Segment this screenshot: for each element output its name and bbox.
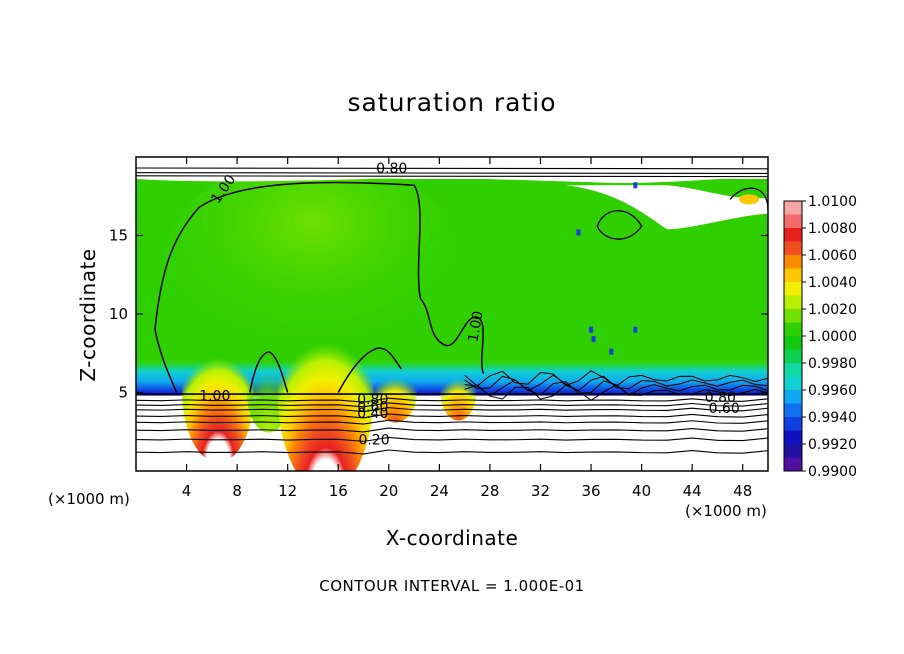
colorbar-swatch [784, 322, 802, 337]
x-tick-label: 20 [379, 482, 398, 500]
dry-streak [565, 185, 768, 230]
colorbar-swatch [784, 390, 802, 404]
colorbar-tick-label: 0.9980 [808, 356, 857, 372]
contour-island-1 [596, 210, 643, 240]
contour-label-7: 0.20 [358, 433, 389, 449]
colorbar-swatch [784, 201, 802, 215]
y-axis-label: Z-coordinate [76, 248, 100, 382]
upper-contour-2 [136, 175, 768, 178]
colorbar-swatch [784, 444, 802, 458]
contour-100-cell2 [249, 350, 289, 393]
contour-100-cell4 [337, 347, 403, 393]
colorbar-swatch [784, 430, 802, 445]
colorbar-swatch [784, 349, 802, 364]
colorbar-swatch [784, 241, 802, 256]
x-tick-label: 4 [182, 482, 192, 500]
contour-label-8: 0.80 [705, 390, 736, 406]
contour-100-main [154, 181, 485, 374]
turbulent-contour-3 [464, 370, 768, 387]
speck-3 [591, 336, 596, 343]
plot-area: 0.801.001.001.00 0.800.600.400.200.800.60 [136, 157, 768, 471]
supersaturated-cell-4 [373, 362, 418, 423]
contour-label-5: 0.60 [357, 400, 388, 416]
x-tick-label: 44 [683, 482, 702, 500]
colorbar-swatch [784, 417, 802, 431]
lower-contour-5 [136, 407, 768, 413]
x-tick-label: 12 [278, 482, 297, 500]
contour-label-4: 0.80 [357, 392, 388, 408]
colorbar-tick-label: 1.0060 [808, 248, 857, 264]
colorbar-tick-label: 1.0020 [808, 302, 857, 318]
x-tick-label: 16 [329, 482, 348, 500]
y-tick-label: 5 [118, 384, 128, 402]
colorbar-swatch [784, 363, 802, 377]
contour-label-2: 1.00 [465, 310, 486, 343]
top-right-warm-spot [739, 194, 760, 205]
colorbar-swatch [784, 268, 802, 283]
y-tick-label: 15 [109, 227, 128, 245]
x-tick-label: 40 [632, 482, 651, 500]
colorbar-swatch [784, 282, 802, 296]
supersaturated-cell-5 [440, 364, 477, 421]
colorbar-swatch [784, 403, 802, 418]
colorbar-swatch [784, 255, 802, 269]
x-axis-label: X-coordinate [385, 526, 519, 550]
upper-contour-1 [136, 172, 768, 175]
colorbar-tick-label: 1.0080 [808, 221, 857, 237]
contour-100-left [154, 329, 178, 393]
colorbar-tick-label: 0.9900 [808, 464, 857, 480]
x-tick-label: 32 [531, 482, 550, 500]
speck-2 [609, 348, 614, 355]
contour-label-9: 0.60 [709, 401, 740, 417]
x-tick-label: 48 [733, 482, 752, 500]
colorbar-swatch [784, 309, 802, 323]
speck-5 [576, 229, 581, 236]
speck-4 [633, 182, 638, 189]
upper-contour-0 [136, 167, 768, 170]
turbulent-contour-2 [464, 374, 768, 392]
x-axis-unit: (×1000 m) [685, 502, 767, 520]
contour-interval-note: CONTOUR INTERVAL = 1.000E-01 [319, 577, 585, 595]
x-tick-label: 24 [430, 482, 449, 500]
colorbar-swatch [784, 295, 802, 310]
lower-contour-6 [136, 402, 768, 408]
colorbar-tick-label: 0.9920 [808, 437, 857, 453]
colorbar-tick-label: 0.9940 [808, 410, 857, 426]
contour-label-6: 0.40 [357, 406, 388, 422]
colorbar-tick-label: 1.0000 [808, 329, 857, 345]
speck-1 [633, 326, 638, 333]
lower-contour-7 [136, 397, 768, 403]
colorbar: 1.0100 1.0080 1.0060 1.0040 1.0020 1.0000 0.99… [783, 194, 857, 480]
x-tick-label: 8 [232, 482, 242, 500]
contour-label-0: 0.80 [376, 161, 407, 177]
lower-contour-0 [136, 449, 768, 455]
x-tick-label: 36 [581, 482, 600, 500]
supersaturated-cell-3 [277, 292, 374, 471]
speck-0 [589, 326, 594, 333]
x-tick-label: 28 [480, 482, 499, 500]
supersaturated-cell-1 [182, 322, 255, 463]
colorbar-swatch [784, 457, 802, 472]
chart-title: saturation ratio [347, 88, 557, 117]
lower-contour-3 [136, 419, 768, 425]
lower-contour-1 [136, 436, 768, 442]
colorbar-swatch [784, 336, 802, 350]
lower-contour-4 [136, 413, 768, 419]
y-axis-unit: (×1000 m) [48, 490, 130, 508]
colorbar-swatch [784, 376, 802, 391]
contour-label-3: 1.00 [199, 389, 230, 405]
colorbar-swatch [784, 214, 802, 229]
y-tick-label: 10 [109, 305, 128, 323]
colorbar-tick-label: 0.9960 [808, 383, 857, 399]
colorbar-swatch [784, 228, 802, 242]
lower-contour-2 [136, 427, 768, 433]
field-upper-glow [163, 157, 463, 377]
colorbar-tick-label: 1.0100 [808, 194, 857, 210]
colorbar-tick-label: 1.0040 [808, 275, 857, 291]
